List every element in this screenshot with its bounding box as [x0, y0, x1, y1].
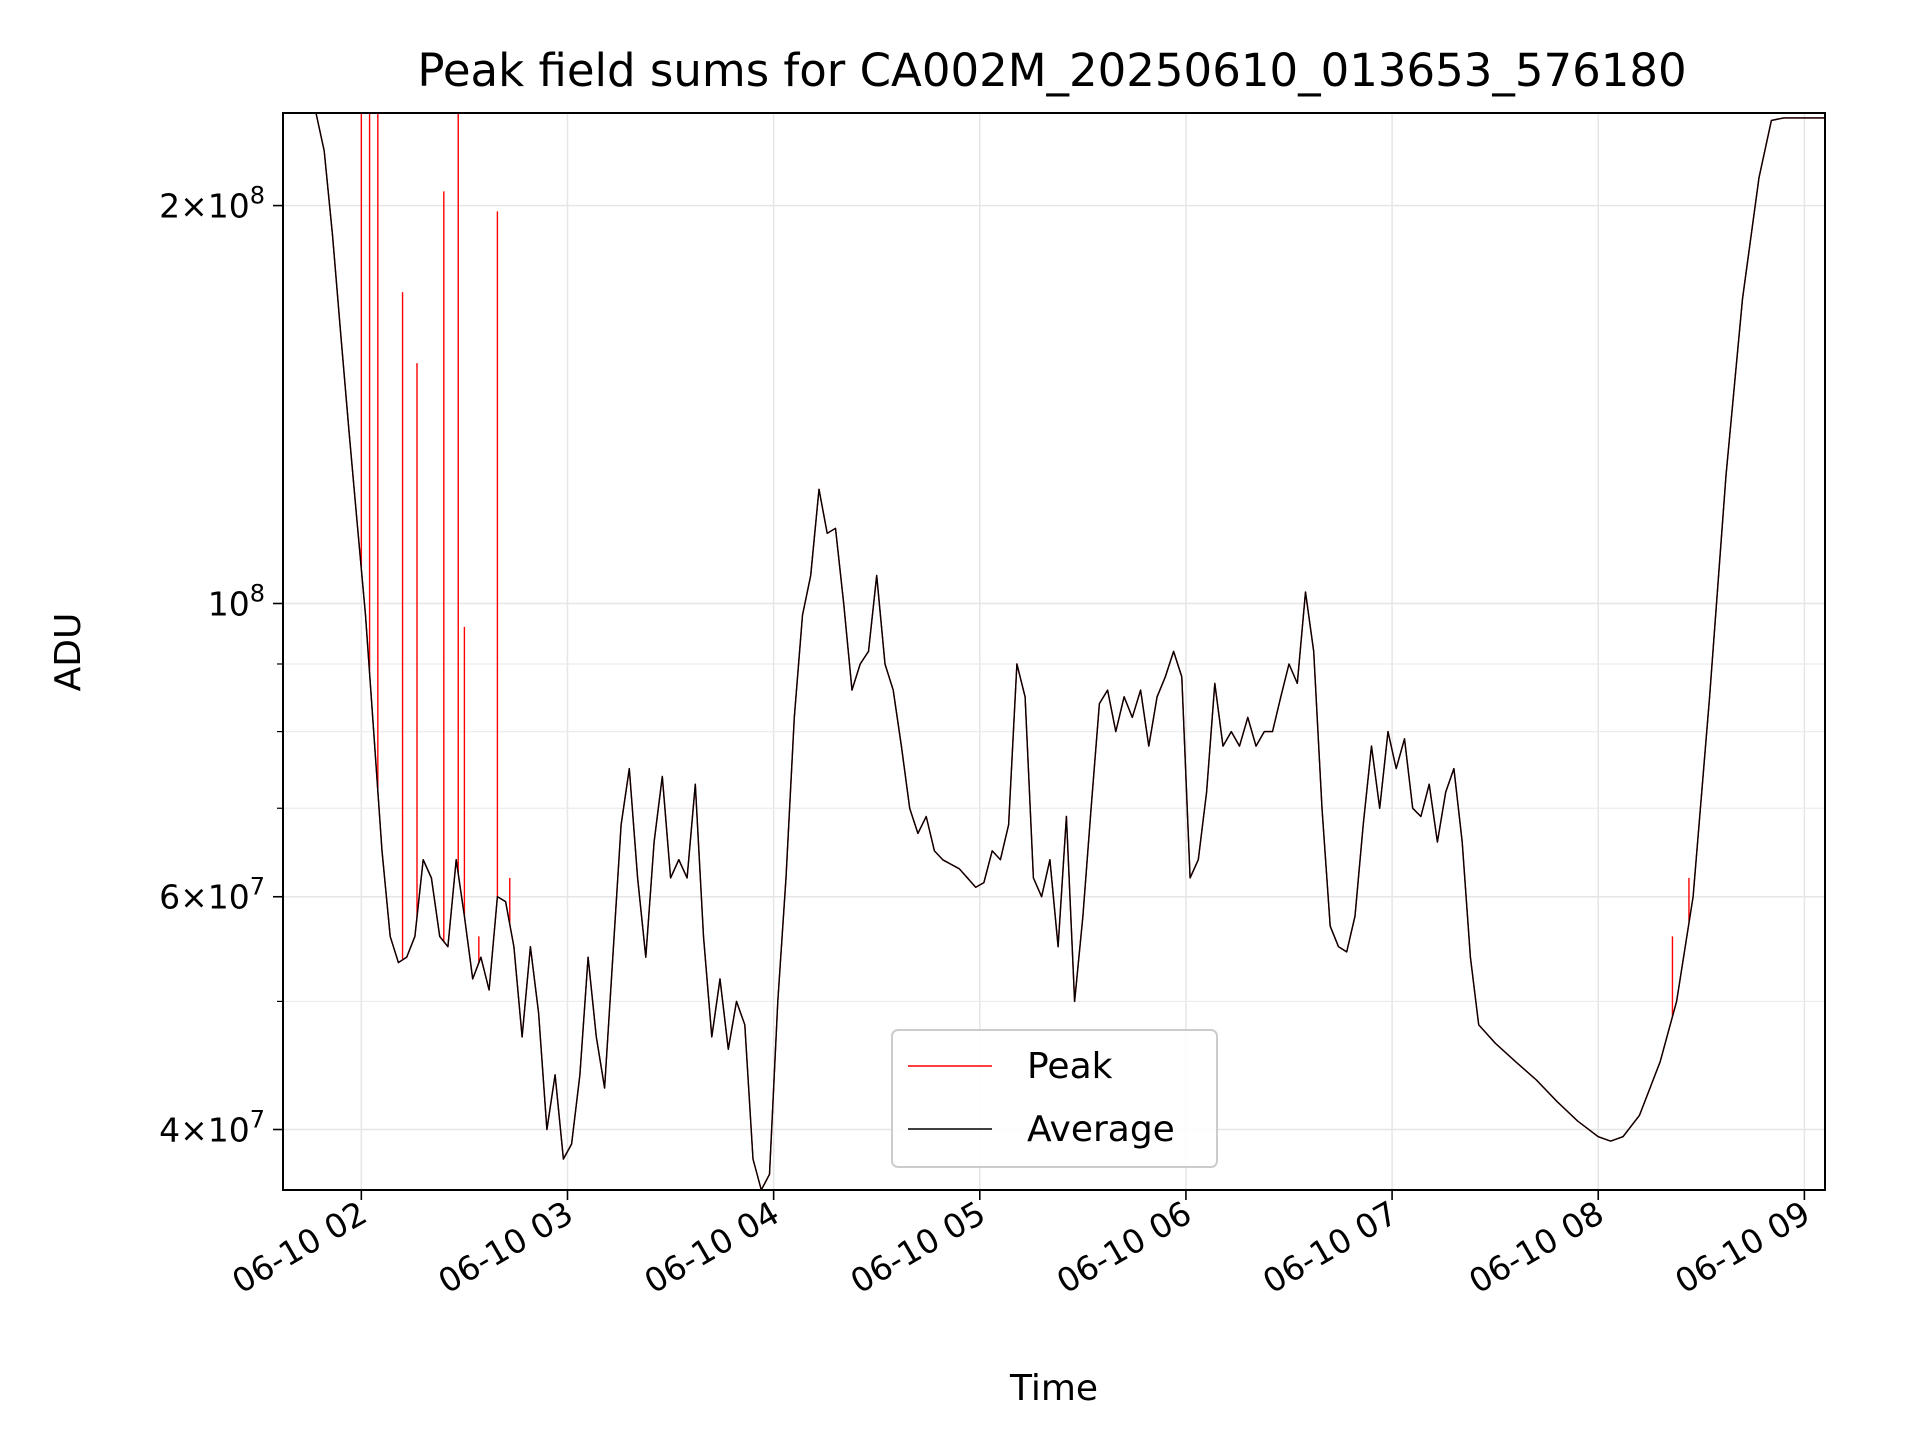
- y-tick-label-0: 4×107: [159, 1106, 265, 1150]
- plot-series: [283, 112, 1825, 1191]
- x-axis-title: Time: [1009, 1368, 1098, 1409]
- y-tick-label-3: 2×108: [159, 182, 265, 226]
- chart-title: Peak field sums for CA002M_20250610_0136…: [417, 44, 1686, 97]
- series-line-average: [283, 112, 1825, 1191]
- legend: Peak Average: [891, 1029, 1218, 1168]
- legend-box: [891, 1029, 1218, 1168]
- legend-label-average: Average: [1027, 1109, 1175, 1150]
- plot-frame: [282, 112, 1826, 1191]
- y-tick-label-1: 6×107: [159, 873, 265, 917]
- legend-label-peak: Peak: [1027, 1046, 1113, 1087]
- y-axis-title: ADU: [48, 613, 89, 692]
- y-tick-label-2: 108: [208, 579, 265, 623]
- y-axis: 4×107 6×107 108 2×108: [159, 182, 283, 1150]
